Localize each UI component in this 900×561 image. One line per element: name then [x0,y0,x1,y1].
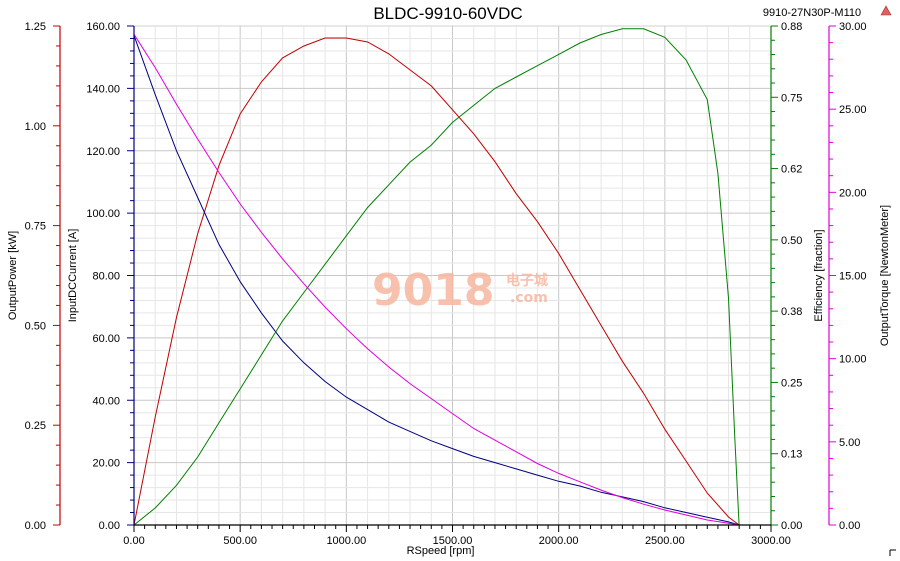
tick-label-power: 1.00 [25,121,46,133]
tick-label-efficiency: 0.38 [781,306,802,318]
x-tick-label: 1500.00 [433,535,473,547]
tick-label-power: 0.00 [25,520,46,532]
x-tick-label: 2000.00 [539,535,579,547]
tick-label-current: 100.00 [86,208,120,220]
tick-label-current: 60.00 [92,333,120,345]
tick-label-current: 140.00 [86,83,120,95]
tick-label-torque: 30.00 [839,21,867,33]
watermark-logo: 9018 电子城 .com [372,265,548,316]
tick-label-efficiency: 0.25 [781,377,802,389]
series-line-power [133,37,740,526]
tick-label-efficiency: 0.88 [781,21,802,33]
x-tick-label: 2500.00 [645,535,685,547]
series-line-current [133,35,740,526]
tick-label-torque: 5.00 [839,437,860,449]
x-axis-title: RSpeed [rpm] [407,545,475,557]
tick-label-power: 0.50 [25,320,46,332]
watermark-cn: 电子城 [506,272,548,289]
tick-label-current: 80.00 [92,271,120,283]
tick-label-torque: 25.00 [839,104,867,116]
warning-triangle-icon [880,5,892,16]
chart-title: BLDC-9910-60VDC [373,4,522,23]
tick-label-current: 0.00 [99,520,120,532]
axis-title-efficiency: Efficiency [fraction] [813,229,825,321]
watermark-main: 9018 [372,265,494,316]
tick-label-efficiency: 0.50 [781,235,802,247]
tick-label-efficiency: 0.13 [781,449,802,461]
series-group [133,28,740,526]
tick-label-current: 40.00 [92,395,120,407]
tick-label-torque: 10.00 [839,354,867,366]
tick-label-efficiency: 0.62 [781,164,802,176]
tick-label-current: 20.00 [92,458,120,470]
x-tick-label: 500.00 [223,535,257,547]
axis-title-torque: OutputTorque [NewtonMeter] [879,205,891,346]
watermark-com: .com [510,290,548,306]
chart-subtitle: 9910-27N30P-M110 [763,7,861,19]
tick-label-efficiency: 0.00 [781,520,802,532]
corner-mark-icon [889,549,896,556]
series-line-torque [133,34,740,526]
x-tick-label: 3000.00 [751,535,791,547]
tick-label-power: 1.25 [25,21,46,33]
x-tick-label: 1000.00 [326,535,366,547]
tick-label-efficiency: 0.75 [781,92,802,104]
series-line-efficiency [133,28,740,526]
axes: 0.00 0.25 0.50 0.75 1.00 1.25 OutputPower [kW]… [7,21,891,557]
x-tick-label: 0.00 [123,535,144,547]
axis-title-current: InputDCCurrent [A] [67,229,79,323]
tick-label-power: 0.75 [25,221,46,233]
tick-label-torque: 0.00 [839,520,860,532]
tick-label-current: 120.00 [86,146,120,158]
tick-label-torque: 15.00 [839,271,867,283]
tick-label-current: 160.00 [86,21,120,33]
tick-label-power: 0.25 [25,420,46,432]
tick-label-torque: 20.00 [839,187,867,199]
axis-title-power: OutputPower [kW] [7,231,19,320]
